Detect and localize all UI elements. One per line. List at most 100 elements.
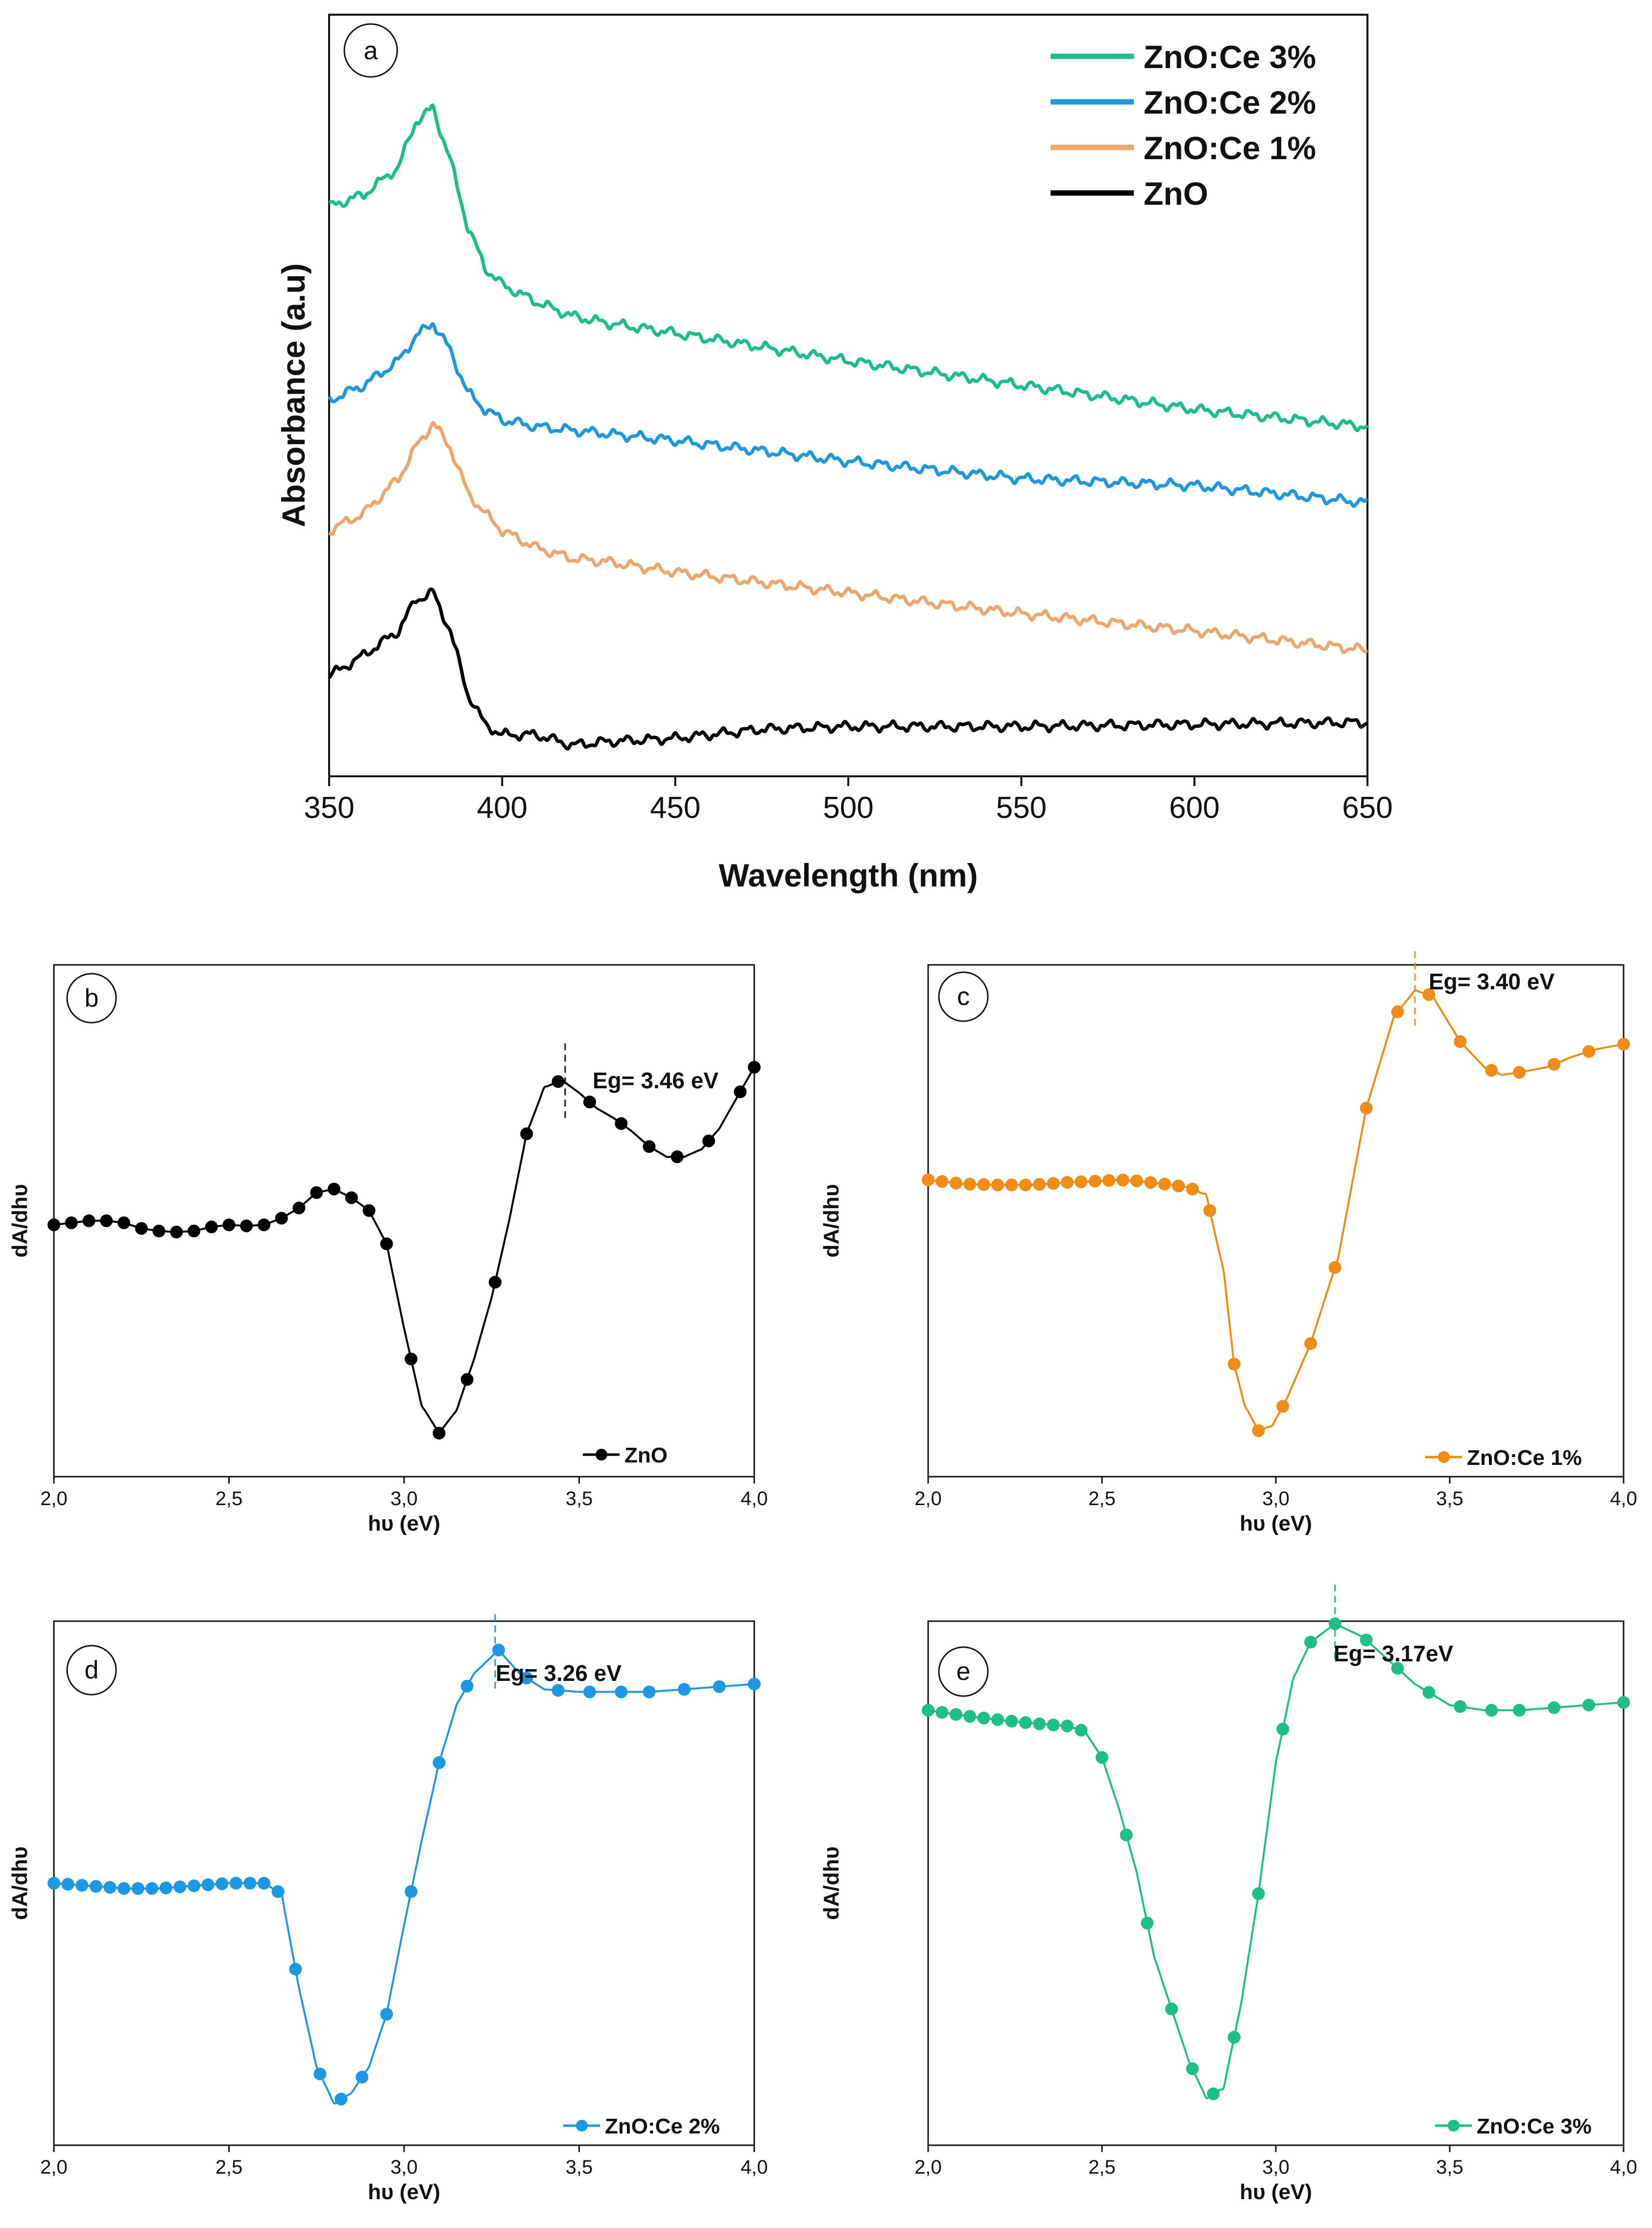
panel-d-marker [103,1881,117,1894]
panel-e-ylabel: dA/dhυ [819,1846,843,1920]
panel-c-marker [1454,1035,1467,1048]
panel-e-marker [1252,1887,1265,1900]
panel-c-label: c [957,982,970,1011]
panel-d-marker [201,1878,215,1892]
panel-c-marker [1252,1424,1265,1437]
panel-b-marker [152,1224,166,1238]
panel-b-marker [670,1150,684,1163]
panel-c-marker [1075,1175,1088,1188]
panel-c-marker [1360,1102,1373,1115]
panel-d-marker [356,2070,369,2084]
panel-c-marker [1617,1037,1630,1051]
panel-e-marker [1165,2002,1178,2015]
panel-e-xtick-label: 3,0 [1262,2156,1290,2178]
panel-b-series-line [53,1067,755,1435]
panel-d-marker [748,1677,761,1691]
panel-e-marker [1276,1723,1290,1736]
panel-a-legend-label: ZnO:Ce 1% [1144,130,1316,166]
panel-e-eg-label: Eg= 3.17eV [1334,1641,1454,1666]
panel-c-xlabel: hυ (eV) [1240,1511,1312,1535]
panel-b-marker [643,1140,656,1153]
panel-b-marker [362,1204,376,1217]
panel-b-marker [258,1218,270,1231]
panel-c-marker [922,1173,934,1186]
panel-d-marker [188,1879,200,1893]
panel-e-marker [991,1713,1004,1726]
panel-d-eg-label: Eg= 3.26 eV [496,1660,622,1686]
panel-d-marker [173,1880,187,1893]
panel-e-frame [927,1620,1625,2146]
panel-c-xtick-label: 4,0 [1610,1488,1637,1509]
panel-e-marker [1422,1686,1436,1699]
panel-e-marker [949,1708,962,1721]
panel-d-legend-label: ZnO:Ce 2% [605,2114,720,2138]
panel-d-marker [243,1877,257,1890]
panel-b-xtick-label: 2,5 [215,1488,243,1509]
panel-e-legend-marker [1448,2120,1460,2132]
panel-b-marker [380,1237,393,1250]
panel-e-marker [1454,1700,1467,1713]
panel-c-marker [1548,1058,1560,1071]
panel-b-marker [583,1096,596,1109]
panel-a-xlabel: Wavelength (nm) [718,857,978,893]
panel-b-marker [292,1201,306,1215]
panel-c-frame [927,964,1625,1478]
panel-e-marker [977,1711,990,1725]
panel-b-marker [82,1214,96,1227]
panel-c-marker [949,1176,962,1190]
panel-e-marker [935,1706,949,1719]
panel-a-xtick-label: 600 [1169,791,1220,825]
panel-d-marker [405,1885,418,1898]
panel-a-xtick-label: 450 [650,791,700,825]
panel-a-label-circle [343,23,398,78]
panel-b-frame [53,964,755,1478]
panel-c-marker [1203,1204,1217,1217]
panel-d-marker [713,1680,726,1693]
panel-d-xtick-label: 2,0 [40,2156,68,2178]
panel-c-marker [1088,1174,1101,1188]
panel-b-marker [222,1218,236,1231]
panel-d-marker [520,1672,533,1685]
panel-d-marker [380,2008,393,2021]
panel-b-label: b [85,984,99,1012]
panel-b-marker [48,1218,60,1231]
panel-c-marker [1033,1178,1046,1191]
panel-d-marker [335,2092,348,2106]
panel-a-legend-label: ZnO:Ce 2% [1144,84,1316,120]
panel-a-xtick-label: 650 [1342,791,1392,825]
panel-b-marker [170,1225,183,1239]
panel-b-xtick-label: 3,0 [390,1488,418,1509]
panel-e-marker [1582,1699,1595,1712]
panel-d-marker [118,1882,130,1895]
panel-b-marker [488,1275,502,1289]
panel-c-marker [1144,1176,1157,1189]
panel-d-marker [229,1877,242,1890]
panel-d-marker [492,1643,505,1656]
panel-b-marker [520,1127,533,1140]
panel-b-xlabel: hυ (eV) [368,1511,440,1535]
panel-e-legend-label: ZnO:Ce 3% [1477,2114,1592,2138]
panel-e-marker [1141,1917,1154,1930]
panel-d-ylabel: dA/dhυ [8,1846,32,1920]
panel-c-xtick-label: 3,5 [1436,1488,1463,1509]
panel-d-marker [89,1880,102,1893]
panel-d-legend-marker [576,2120,588,2132]
panel-d-marker [215,1877,229,1891]
panel-e-marker [1047,1718,1060,1731]
panel-c-marker [1116,1174,1129,1187]
panel-d-marker [551,1684,565,1697]
panel-e-xtick-label: 2,0 [914,2156,942,2178]
panel-d-marker [615,1685,628,1699]
panel-e-marker [1186,2062,1199,2075]
panel-e-marker [1227,2031,1241,2044]
panel-b-marker [188,1224,200,1238]
panel-d-marker [313,2067,327,2081]
panel-c-label-circle [938,971,989,1022]
panel-e-xtick-label: 3,5 [1436,2156,1463,2178]
panel-b-eg-label: Eg= 3.46 eV [593,1068,718,1093]
panel-c-marker [1047,1177,1060,1190]
panel-b-marker [240,1219,253,1232]
panel-b-legend-label: ZnO [624,1443,668,1467]
panel-d-xlabel: hυ (eV) [368,2180,440,2204]
